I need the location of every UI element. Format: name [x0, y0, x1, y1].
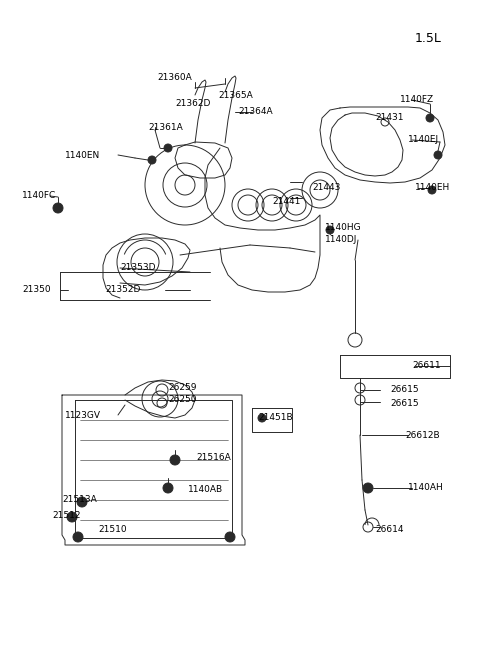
- Text: 21510: 21510: [98, 525, 127, 534]
- Text: 26611: 26611: [412, 360, 441, 369]
- Circle shape: [326, 226, 334, 234]
- Text: 21353D: 21353D: [120, 263, 156, 272]
- Text: 21360A: 21360A: [157, 73, 192, 83]
- Text: 1140HG: 1140HG: [325, 223, 361, 233]
- Text: 21431: 21431: [375, 113, 404, 122]
- Text: 26259: 26259: [168, 383, 196, 392]
- Text: 26614: 26614: [375, 525, 404, 534]
- Text: 21350: 21350: [22, 286, 50, 295]
- Text: 21443: 21443: [312, 183, 340, 193]
- Circle shape: [53, 203, 63, 213]
- Text: 1140EJ: 1140EJ: [408, 136, 439, 145]
- Text: 1.5L: 1.5L: [415, 31, 442, 45]
- Text: 21451B: 21451B: [258, 413, 293, 422]
- Text: 1123GV: 1123GV: [65, 411, 101, 419]
- Text: 21361A: 21361A: [148, 122, 183, 132]
- Circle shape: [77, 497, 87, 507]
- Circle shape: [164, 144, 172, 152]
- Circle shape: [426, 114, 434, 122]
- Circle shape: [73, 532, 83, 542]
- Circle shape: [258, 414, 266, 422]
- Text: 1140FC: 1140FC: [22, 191, 56, 200]
- Text: 1140FZ: 1140FZ: [400, 96, 434, 105]
- Text: 21513A: 21513A: [62, 495, 97, 504]
- Text: 1140AH: 1140AH: [408, 483, 444, 493]
- Text: 21512: 21512: [52, 510, 81, 519]
- Text: 21516A: 21516A: [196, 453, 231, 462]
- Text: 1140DJ: 1140DJ: [325, 236, 358, 244]
- Text: 1140EH: 1140EH: [415, 183, 450, 193]
- Circle shape: [225, 532, 235, 542]
- Text: 21441: 21441: [272, 198, 300, 206]
- Text: 21352D: 21352D: [105, 286, 140, 295]
- Text: 26615: 26615: [390, 398, 419, 407]
- Circle shape: [428, 186, 436, 194]
- Text: 21365A: 21365A: [218, 90, 253, 100]
- Circle shape: [434, 151, 442, 159]
- Text: 26615: 26615: [390, 386, 419, 394]
- Circle shape: [67, 512, 77, 522]
- Text: 26612B: 26612B: [405, 430, 440, 440]
- Circle shape: [163, 483, 173, 493]
- Text: 21362D: 21362D: [175, 98, 210, 107]
- Text: 1140AB: 1140AB: [188, 485, 223, 495]
- Text: 1140EN: 1140EN: [65, 151, 100, 160]
- Circle shape: [170, 455, 180, 465]
- Circle shape: [148, 156, 156, 164]
- Text: 21364A: 21364A: [238, 107, 273, 117]
- Circle shape: [363, 483, 373, 493]
- Text: 26250: 26250: [168, 396, 196, 405]
